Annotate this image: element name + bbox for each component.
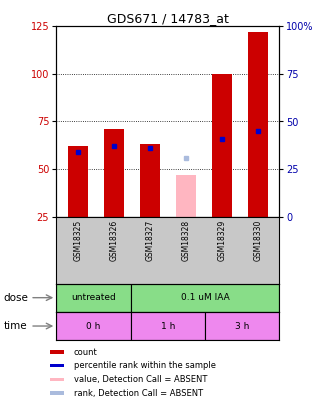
Text: 0 h: 0 h [86,322,100,330]
Text: GSM18328: GSM18328 [181,220,190,261]
Bar [131,284,279,312]
Bar [50,364,64,367]
Text: 0.1 uM IAA: 0.1 uM IAA [180,293,229,302]
Text: rank, Detection Call = ABSENT: rank, Detection Call = ABSENT [74,388,203,398]
Bar [56,284,131,312]
Bar [50,378,64,381]
Text: count: count [74,347,97,356]
Text: GSM18329: GSM18329 [217,220,226,261]
Bar [56,312,131,340]
Text: GSM18326: GSM18326 [109,220,118,261]
Text: percentile rank within the sample: percentile rank within the sample [74,361,216,370]
Text: untreated: untreated [71,293,116,302]
Text: 3 h: 3 h [235,322,249,330]
Text: time: time [3,321,27,331]
Text: GSM18330: GSM18330 [253,220,262,261]
Bar [176,175,195,217]
Text: GSM18327: GSM18327 [145,220,154,261]
Text: 1 h: 1 h [160,322,175,330]
Bar [50,350,64,354]
Bar [248,32,268,217]
Bar [205,312,279,340]
Bar [131,312,205,340]
Bar [212,74,231,217]
Bar [50,391,64,395]
Text: value, Detection Call = ABSENT: value, Detection Call = ABSENT [74,375,207,384]
Bar [104,129,124,217]
Bar [140,144,160,217]
Title: GDS671 / 14783_at: GDS671 / 14783_at [107,12,229,25]
Text: GSM18325: GSM18325 [73,220,82,261]
Text: dose: dose [3,293,28,303]
Bar [68,146,88,217]
